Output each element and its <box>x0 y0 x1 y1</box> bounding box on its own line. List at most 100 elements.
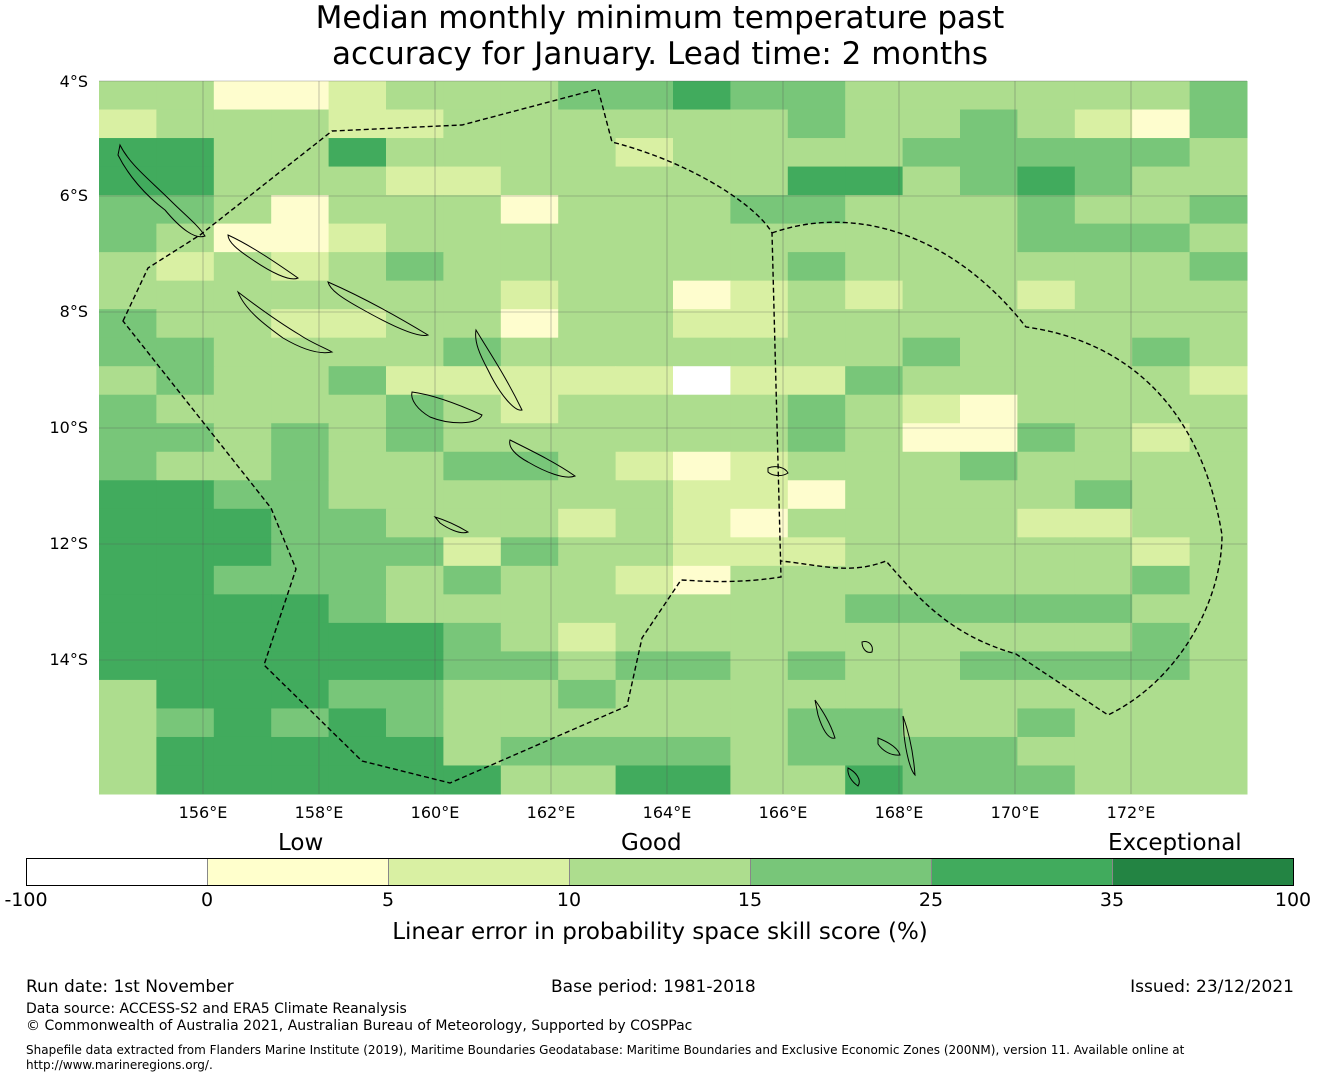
grid-cell <box>271 594 330 624</box>
grid-cell <box>960 366 1018 396</box>
grid-cell <box>1132 508 1191 538</box>
grid-cell <box>845 765 904 795</box>
legend-category-low: Low <box>278 830 324 856</box>
grid-cell <box>500 679 559 709</box>
legend-category-exceptional: Exceptional <box>1108 830 1242 856</box>
grid-cell <box>615 252 674 282</box>
grid-cell <box>845 337 904 367</box>
grid-cell <box>730 736 789 766</box>
grid-cell <box>386 195 444 225</box>
grid-cell <box>500 480 559 510</box>
grid-cell <box>615 765 674 795</box>
grid-cell <box>558 622 617 652</box>
grid-cell <box>443 622 502 652</box>
lat-label-14s: 14°S <box>49 650 88 669</box>
grid-cell <box>1132 708 1191 738</box>
grid-cell <box>386 508 444 538</box>
grid-cell <box>1132 309 1191 339</box>
grid-cell <box>730 138 789 168</box>
grid-cell <box>615 508 674 538</box>
grid-cell <box>271 366 330 396</box>
grid-cell <box>673 622 731 652</box>
grid-cell <box>1017 679 1076 709</box>
grid-cell <box>730 537 789 567</box>
grid-cell <box>615 708 674 738</box>
grid-cell <box>730 366 789 396</box>
grid-cell <box>271 280 330 310</box>
grid-cell <box>673 679 731 709</box>
grid-cell <box>213 423 272 453</box>
grid-cell <box>1132 679 1191 709</box>
grid-cell <box>271 138 330 168</box>
grid-cell <box>558 337 617 367</box>
lon-label-162e: 162°E <box>527 803 576 820</box>
grid-cell <box>960 480 1018 510</box>
grid-cell <box>271 736 330 766</box>
grid-cell <box>673 423 731 453</box>
grid-cell <box>960 394 1018 424</box>
grid-cell <box>1074 337 1133 367</box>
grid-cell <box>845 280 904 310</box>
coastline-espiritu-santo <box>814 699 836 739</box>
grid-cell <box>1132 736 1191 766</box>
grid-cell <box>673 81 731 111</box>
grid-cell <box>902 508 961 538</box>
grid-cell <box>156 622 215 652</box>
grid-cell <box>1017 337 1076 367</box>
grid-cell <box>845 451 904 481</box>
grid-cell <box>443 423 502 453</box>
colorbar-tick: 5 <box>381 889 395 911</box>
grid-cell <box>1017 622 1076 652</box>
grid-cell <box>1189 480 1248 510</box>
grid-cell <box>558 565 617 595</box>
grid-cell <box>443 480 502 510</box>
grid-cell <box>1074 508 1133 538</box>
grid-cell <box>443 195 502 225</box>
grid-cell <box>615 651 674 681</box>
coastline-pentecost <box>902 715 916 777</box>
grid-cell <box>558 394 617 424</box>
grid-cell <box>1017 651 1076 681</box>
grid-cell <box>1189 765 1248 795</box>
grid-cell <box>443 280 502 310</box>
grid-cell <box>328 679 387 709</box>
grid-cell <box>443 765 502 795</box>
grid-cell <box>213 109 272 139</box>
grid-cell <box>443 166 502 196</box>
grid-cell <box>845 679 904 709</box>
grid-cell <box>902 736 961 766</box>
copyright-notice: © Commonwealth of Australia 2021, Austra… <box>26 1018 693 1034</box>
grid-cell <box>960 252 1018 282</box>
grid-cell <box>1189 451 1248 481</box>
lat-label-10s: 10°S <box>49 418 88 437</box>
coastline-banks-islands <box>861 641 873 653</box>
grid-cell <box>328 223 387 253</box>
grid-cell <box>845 622 904 652</box>
lon-label-156e: 156°E <box>179 803 228 820</box>
grid-cell <box>156 366 215 396</box>
colorbar-segment <box>932 859 1113 885</box>
grid-cell <box>558 109 617 139</box>
grid-cell <box>1189 736 1248 766</box>
grid-cell <box>213 252 272 282</box>
grid-cell <box>845 708 904 738</box>
grid-cell <box>1074 394 1133 424</box>
grid-cell <box>1189 309 1248 339</box>
grid-cell <box>1074 622 1133 652</box>
grid-cell <box>156 508 215 538</box>
grid-cell <box>787 309 846 339</box>
grid-cell <box>1017 594 1076 624</box>
skill-score-map: 4°S 6°S 8°S 10°S 12°S 14°S 156°E 158°E 1… <box>49 72 1248 820</box>
shapefile-credit: Shapefile data extracted from Flanders M… <box>26 1043 1185 1072</box>
grid-cell <box>500 651 559 681</box>
grid-cell <box>902 81 961 111</box>
grid-cell <box>673 138 731 168</box>
grid-cell <box>845 81 904 111</box>
grid-cell <box>673 736 731 766</box>
grid-cell <box>615 337 674 367</box>
grid-cell <box>730 622 789 652</box>
grid-cell <box>1189 651 1248 681</box>
grid-cell <box>156 109 215 139</box>
grid-cell <box>787 423 846 453</box>
grid-cell <box>156 337 215 367</box>
